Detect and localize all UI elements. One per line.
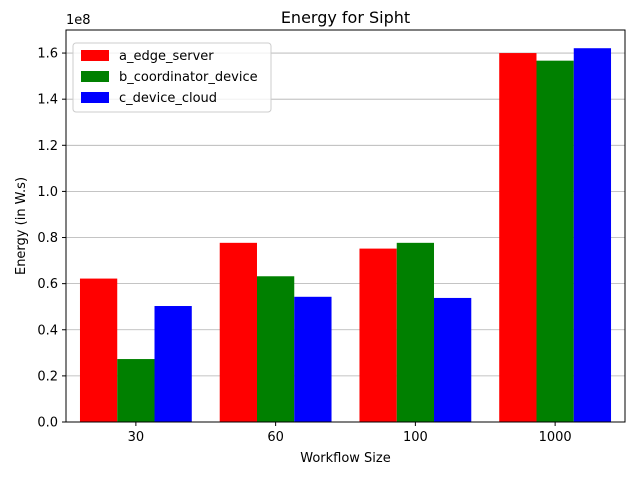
y-tick-label: 0.8 bbox=[37, 231, 58, 246]
bar-b_coordinator_device-100 bbox=[396, 242, 435, 422]
bar-a_edge_server-30 bbox=[79, 278, 118, 422]
legend-label-b_coordinator_device: b_coordinator_device bbox=[119, 70, 258, 85]
y-axis-label: Energy (in W.s) bbox=[14, 177, 29, 275]
y-axis-scale-label: 1e8 bbox=[66, 13, 91, 28]
legend: a_edge_server b_coordinator_device c_devic… bbox=[72, 42, 272, 113]
legend-label-a_edge_server: a_edge_server bbox=[119, 49, 214, 64]
x-tick-label: 1000 bbox=[539, 430, 572, 445]
y-tick-label: 1.4 bbox=[37, 93, 58, 108]
bars bbox=[79, 48, 612, 423]
y-tick-label: 1.6 bbox=[37, 47, 58, 62]
bar-a_edge_server-100 bbox=[359, 248, 397, 422]
bar-b_coordinator_device-30 bbox=[117, 359, 155, 422]
x-axis: 30 60 100 1000 bbox=[128, 422, 572, 445]
y-axis: 0.0 0.2 0.4 0.6 0.8 1.0 1.2 1.4 1.6 bbox=[37, 47, 66, 431]
y-tick-label: 1.0 bbox=[37, 185, 58, 200]
bar-b_coordinator_device-60 bbox=[256, 276, 295, 422]
x-axis-label: Workflow Size bbox=[300, 451, 391, 466]
y-tick-label: 0.6 bbox=[37, 277, 58, 292]
bar-b_coordinator_device-1000 bbox=[536, 60, 574, 422]
legend-box bbox=[72, 42, 272, 113]
y-tick-label: 0.4 bbox=[37, 323, 58, 338]
y-tick-label: 1.2 bbox=[37, 139, 58, 154]
legend-swatch-a_edge_server bbox=[81, 50, 109, 61]
legend-swatch-b_coordinator_device bbox=[81, 71, 109, 82]
y-tick-label: 0.2 bbox=[37, 369, 58, 384]
x-tick-label: 100 bbox=[403, 430, 428, 445]
bar-a_edge_server-1000 bbox=[499, 53, 537, 422]
chart-title: Energy for Sipht bbox=[281, 8, 410, 27]
bar-c_device_cloud-30 bbox=[154, 306, 192, 422]
x-tick-label: 30 bbox=[128, 430, 145, 445]
bar-c_device_cloud-60 bbox=[294, 296, 332, 422]
bar-c_device_cloud-1000 bbox=[573, 48, 612, 423]
bar-c_device_cloud-100 bbox=[434, 297, 472, 422]
plot-frame bbox=[65, 29, 626, 423]
y-tick-label: 0.0 bbox=[37, 416, 58, 431]
legend-label-c_device_cloud: c_device_cloud bbox=[119, 91, 217, 106]
x-tick-label: 60 bbox=[267, 430, 284, 445]
legend-swatch-c_device_cloud bbox=[81, 92, 109, 103]
bar-a_edge_server-60 bbox=[219, 242, 257, 422]
